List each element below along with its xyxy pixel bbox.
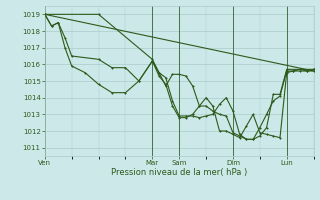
X-axis label: Pression niveau de la mer( hPa ): Pression niveau de la mer( hPa ) <box>111 168 247 177</box>
